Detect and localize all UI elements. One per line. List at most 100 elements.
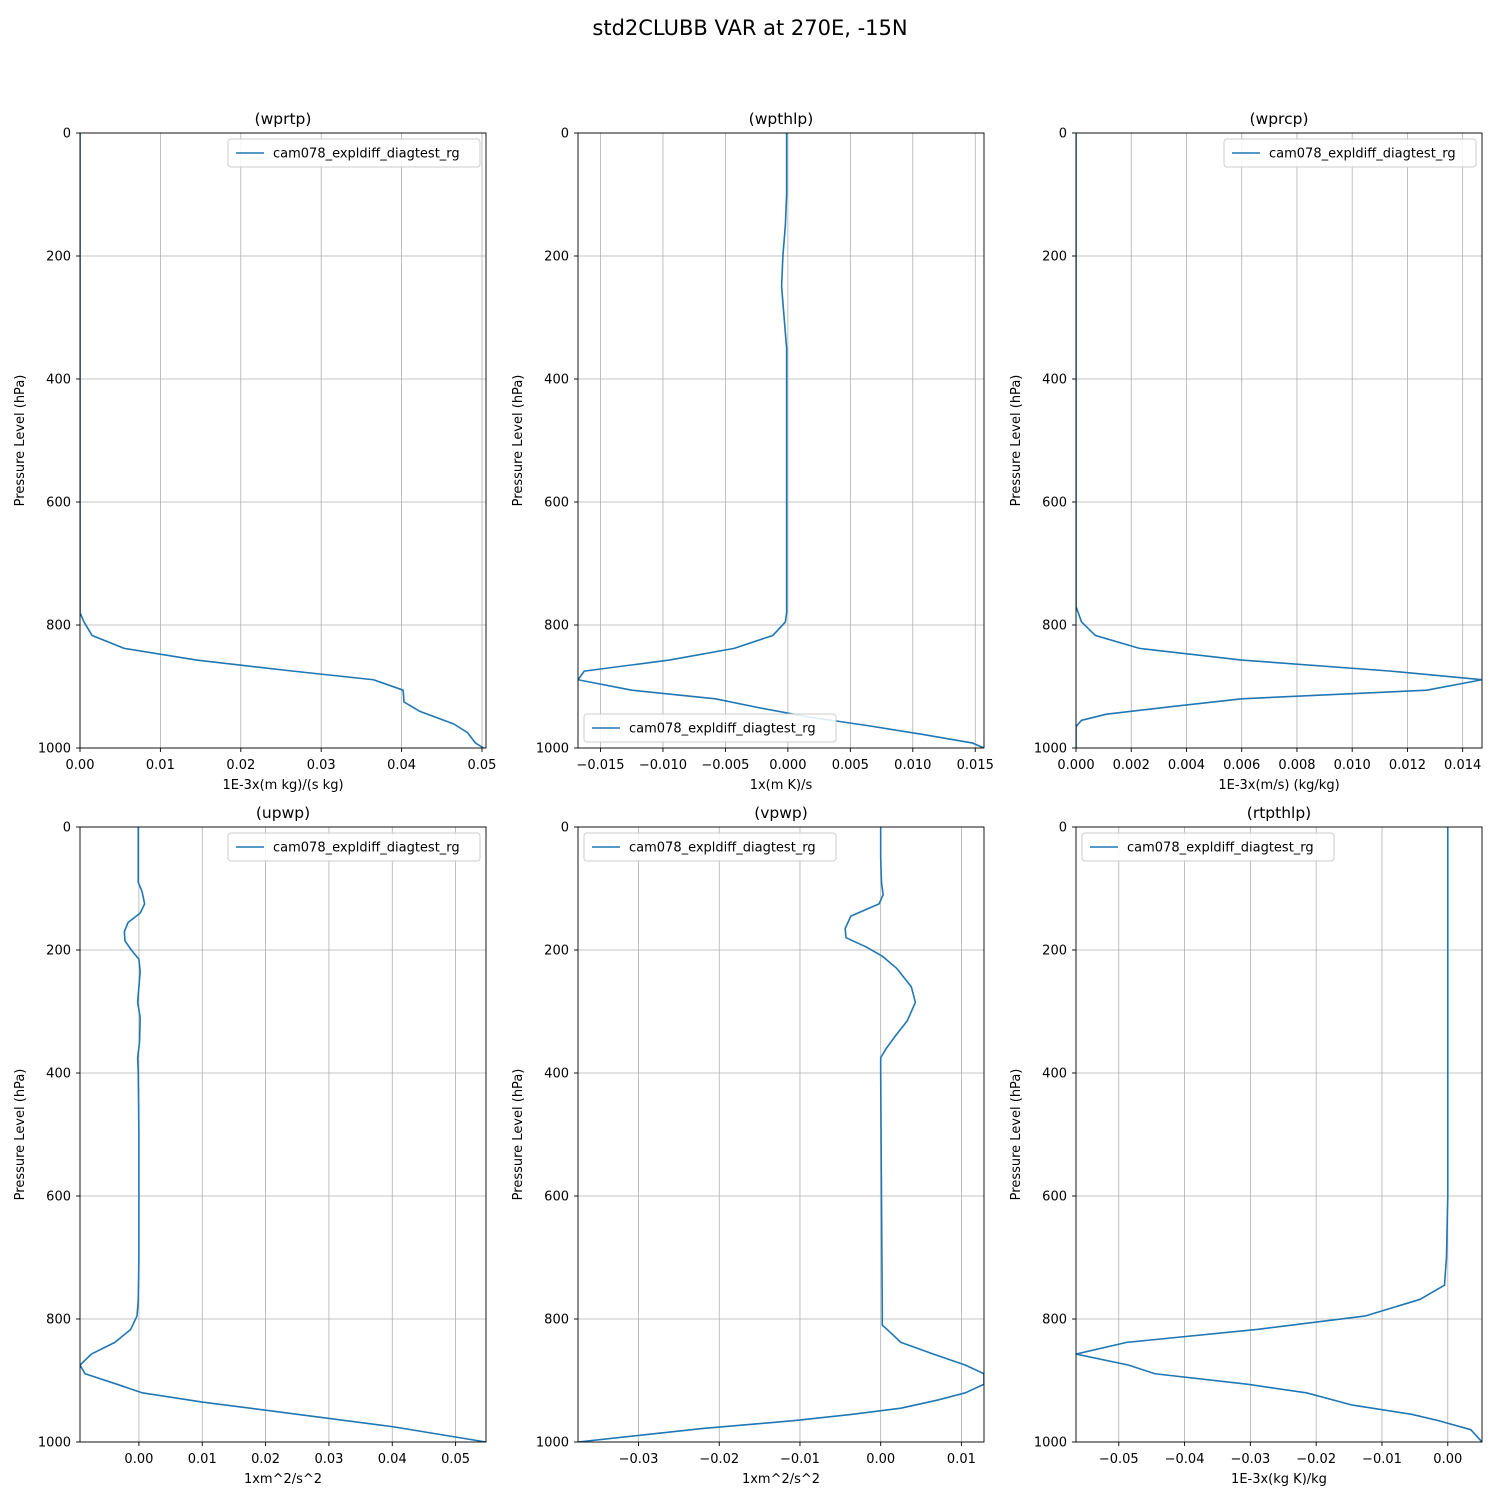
x-tick-label: 0.03 [314,1452,343,1467]
x-tick-label: 0.00 [866,1452,895,1467]
x-tick-label: −0.010 [639,758,687,773]
panel-title: (wprcp) [1249,110,1308,128]
y-axis-label: Pressure Level (hPa) [13,375,28,507]
x-tick-label: 0.03 [307,758,336,773]
y-tick-label: 200 [46,944,71,959]
legend-box [227,832,481,862]
legend: cam078_expldiff_diagtest_rg [583,832,837,862]
x-tick-label: −0.05 [1099,1452,1139,1467]
y-tick-label: 1000 [536,742,569,757]
x-tick-label: −0.015 [576,758,624,773]
y-tick-label: 1000 [38,742,71,757]
y-tick-label: 0 [1059,821,1067,836]
x-tick-label: −0.03 [1230,1452,1270,1467]
y-tick-label: 600 [1042,1190,1067,1205]
axes-frame [1075,826,1483,1443]
legend: cam078_expldiff_diagtest_rg [227,832,481,862]
legend-label: cam078_expldiff_diagtest_rg [1127,841,1314,856]
y-axis-label: Pressure Level (hPa) [13,1069,28,1201]
x-tick-label: 0.000 [1057,758,1094,773]
legend-box [1081,832,1335,862]
x-axis-label: 1E-3x(m kg)/(s kg) [222,778,343,793]
y-tick-label: 400 [544,1067,569,1082]
x-tick-label: 0.005 [832,758,869,773]
panel-title: (wprtp) [255,110,312,128]
x-tick-label: −0.005 [701,758,749,773]
x-tick-label: 0.05 [468,758,497,773]
x-tick-label: 0.04 [387,758,416,773]
y-tick-label: 0 [561,127,569,142]
y-tick-label: 200 [1042,944,1067,959]
y-axis-label: Pressure Level (hPa) [511,375,526,507]
x-tick-label: 0.00 [66,758,95,773]
x-tick-label: 0.00 [1433,1452,1462,1467]
legend: cam078_expldiff_diagtest_rg [227,138,481,168]
y-tick-label: 600 [544,496,569,511]
x-tick-label: 0.010 [1334,758,1371,773]
y-tick-label: 800 [46,1313,71,1328]
y-tick-label: 400 [544,373,569,388]
x-tick-label: −0.01 [1362,1452,1402,1467]
legend-box [583,713,837,743]
y-tick-label: 1000 [536,1436,569,1451]
legend: cam078_expldiff_diagtest_rg [1081,832,1335,862]
x-tick-label: 0.05 [441,1452,470,1467]
legend-box [583,832,837,862]
y-tick-label: 600 [46,496,71,511]
y-axis-label: Pressure Level (hPa) [1009,1069,1024,1201]
x-tick-label: 0.004 [1168,758,1205,773]
x-axis-label: 1xm^2/s^2 [244,1472,322,1487]
x-axis-label: 1xm^2/s^2 [742,1472,820,1487]
chart-panel-1: 0.00 0.01 0.02 0.03 0.04 0.05 0 200 400 600 800 100… [13,110,496,793]
chart-panel-6: −0.05 −0.04 −0.03 −0.02 −0.01 0.00 0 200 400 600 8… [1009,804,1483,1487]
axes-frame [79,132,487,749]
panel-title: (upwp) [256,804,310,822]
legend-label: cam078_expldiff_diagtest_rg [273,841,460,856]
y-tick-label: 400 [46,1067,71,1082]
x-tick-label: 0.010 [894,758,931,773]
y-tick-label: 200 [46,250,71,265]
y-tick-label: 1000 [38,1436,71,1451]
y-tick-label: 800 [46,619,71,634]
chart-panel-5: −0.03 −0.02 −0.01 0.00 0.01 0 200 400 600 800 1000… [511,804,985,1487]
y-tick-label: 400 [1042,373,1067,388]
panel-title: (vpwp) [754,804,808,822]
y-tick-label: 800 [1042,1313,1067,1328]
y-tick-label: 400 [46,373,71,388]
legend: cam078_expldiff_diagtest_rg [1223,138,1477,168]
chart-panel-2: −0.015 −0.010 −0.005 0.000 0.005 0.010 0.015 0 2… [511,110,994,793]
x-tick-label: −0.03 [619,1452,659,1467]
x-tick-label: 0.00 [124,1452,153,1467]
y-tick-label: 800 [544,1313,569,1328]
y-tick-label: 600 [46,1190,71,1205]
y-tick-label: 0 [63,127,71,142]
x-axis-label: 1E-3x(kg K)/kg [1231,1472,1327,1487]
series-line [1076,133,1482,748]
y-tick-label: 200 [1042,250,1067,265]
x-tick-label: 0.002 [1113,758,1150,773]
panel-title: (wpthlp) [749,110,814,128]
y-tick-label: 1000 [1034,1436,1067,1451]
series-line [578,827,984,1442]
y-tick-label: 0 [1059,127,1067,142]
x-tick-label: −0.01 [780,1452,820,1467]
x-tick-label: 0.02 [226,758,255,773]
y-tick-label: 200 [544,250,569,265]
chart-panel-4: 0.00 0.01 0.02 0.03 0.04 0.05 0 200 400 600 800 100… [13,804,487,1487]
axes-frame [577,826,985,1443]
y-tick-label: 0 [63,821,71,836]
legend-box [227,138,481,168]
x-axis-label: 1x(m K)/s [750,778,813,793]
series-line [578,133,984,748]
y-tick-label: 800 [544,619,569,634]
x-tick-label: 0.04 [378,1452,407,1467]
legend-label: cam078_expldiff_diagtest_rg [629,722,816,737]
y-tick-label: 600 [544,1190,569,1205]
panel-title: (rtpthlp) [1247,804,1311,822]
y-axis-label: Pressure Level (hPa) [1009,375,1024,507]
y-tick-label: 800 [1042,619,1067,634]
x-tick-label: −0.02 [1296,1452,1336,1467]
legend-label: cam078_expldiff_diagtest_rg [629,841,816,856]
y-tick-label: 1000 [1034,742,1067,757]
